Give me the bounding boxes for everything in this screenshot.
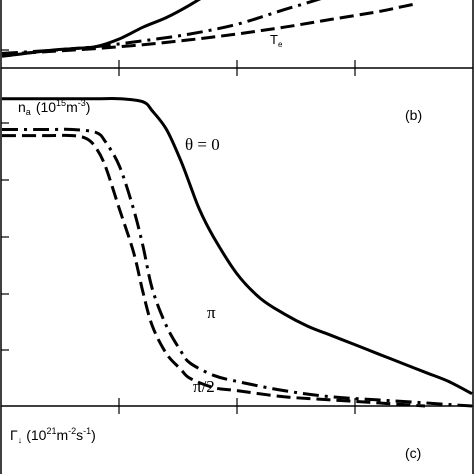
ylabel-c-gamma: Γ xyxy=(10,427,18,443)
series-theta-0-line xyxy=(2,96,473,396)
te-label-sub: e xyxy=(278,40,283,49)
series-pi-line xyxy=(2,127,473,408)
ylabel-b-exp: 15 xyxy=(56,98,66,108)
panel-c-ylabel: Γ↓ (1021m-2s-1) xyxy=(10,426,96,445)
ylabel-b-unit2: m xyxy=(66,99,78,115)
ylabel-c-exp: 21 xyxy=(46,426,56,436)
label-theta-0: θ = 0 xyxy=(185,135,220,154)
ylabel-c-unit2: m xyxy=(56,427,68,443)
ylabel-b-close: ) xyxy=(86,99,91,115)
panel-b-label: (b) xyxy=(405,107,422,123)
ylabel-c-sub: ↓ xyxy=(18,435,23,445)
label-pi-half: π/2 xyxy=(193,377,215,396)
panel-a-series-dashed xyxy=(1,2,416,56)
ylabel-b-units: (10 xyxy=(36,99,56,115)
ylabel-c-units: (10 xyxy=(26,427,46,443)
panel-c: Γ↓ (1021m-2s-1) (c) xyxy=(0,406,474,474)
panel-b: na (1015m-3) (b) θ = 0 π π/2 xyxy=(0,68,474,408)
panel-a-series-dash-dot xyxy=(1,0,322,55)
ylabel-c-exp2: -2 xyxy=(68,426,76,436)
series-pi-half-line xyxy=(2,133,426,408)
te-label-main: T xyxy=(270,32,278,47)
panel-c-label: (c) xyxy=(405,445,421,461)
ylabel-c-exp3: -1 xyxy=(83,426,91,436)
label-pi: π xyxy=(207,303,216,322)
panel-b-ylabel: na (1015m-3) xyxy=(18,98,90,117)
ylabel-b-n: n xyxy=(18,99,26,115)
ylabel-c-close: ) xyxy=(91,427,96,443)
ylabel-b-exp2: -3 xyxy=(78,98,86,108)
ylabel-b-sub: a xyxy=(26,107,31,117)
ylabel-c-unit3: s xyxy=(76,427,83,443)
te-label: Te xyxy=(270,32,283,49)
